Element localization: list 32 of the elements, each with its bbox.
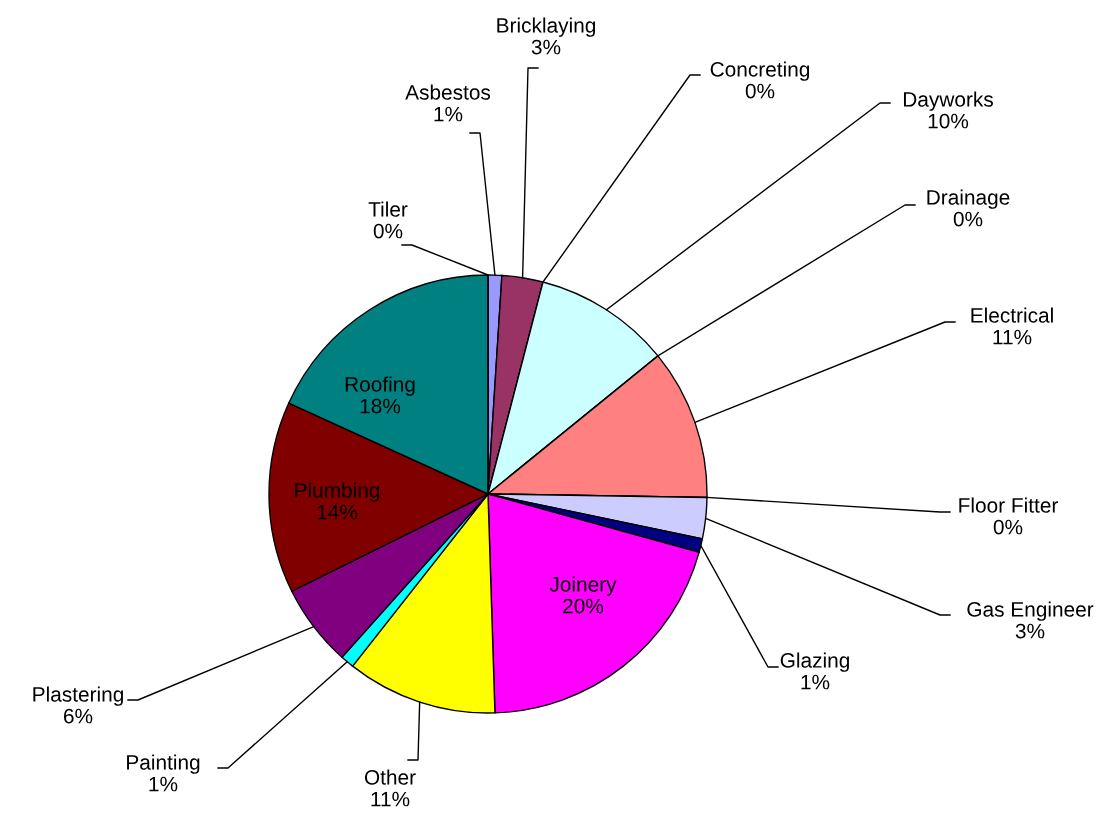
category-label: Tiler xyxy=(368,201,408,217)
slice-label: Plumbing xyxy=(295,482,380,502)
slice-label: Dayworks xyxy=(903,91,993,111)
data-label: 3% xyxy=(531,39,561,55)
slice-label: Painting xyxy=(127,754,200,774)
slice-label: Joinery xyxy=(549,576,617,596)
slice-label: Plastering xyxy=(33,686,123,706)
data-label: 1% xyxy=(434,106,463,122)
data-label: 10% xyxy=(928,113,969,129)
slice-label: Roofing xyxy=(345,376,415,396)
data-label: 11% xyxy=(371,791,410,807)
category-label: Drainage xyxy=(927,189,1010,209)
slice-label: Asbestos xyxy=(405,84,491,100)
data-label: 6% xyxy=(64,708,93,724)
text: 0% xyxy=(745,83,775,99)
data-label: 11% xyxy=(993,329,1032,345)
data-label: 14% xyxy=(317,504,358,520)
text: 0% xyxy=(373,223,403,239)
data-label: 20% xyxy=(563,598,604,614)
slice-label: Glazing xyxy=(780,652,849,672)
data-label: 3% xyxy=(1015,623,1045,639)
data-label: 1% xyxy=(801,674,830,690)
slice-label: Other xyxy=(364,769,416,785)
text: 0% xyxy=(953,211,983,227)
data-label: 18% xyxy=(360,398,401,414)
category-label: Floor Fitter xyxy=(959,497,1059,513)
slice-label: Bricklaying xyxy=(497,17,596,37)
data-label: 1% xyxy=(149,776,178,792)
text: 0% xyxy=(993,519,1023,535)
slice-label: Electrical xyxy=(971,307,1053,323)
category-label: Concreting xyxy=(710,61,810,81)
slice-label: Gas Engineer xyxy=(967,601,1094,621)
